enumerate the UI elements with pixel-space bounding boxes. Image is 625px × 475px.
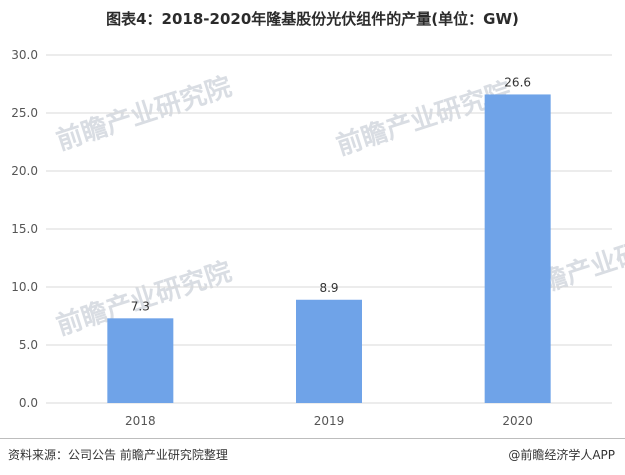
y-tick-label: 15.0 (11, 222, 38, 236)
x-tick-label: 2018 (125, 414, 156, 428)
y-tick-label: 10.0 (11, 280, 38, 294)
y-tick-label: 0.0 (19, 396, 38, 410)
value-labels: 7.3 8.9 26.6 (131, 75, 531, 313)
x-axis-ticks: 2018 2019 2020 (125, 414, 533, 428)
y-tick-label: 30.0 (11, 48, 38, 62)
y-tick-label: 20.0 (11, 164, 38, 178)
bar-2019 (296, 299, 362, 403)
value-label: 8.9 (319, 281, 338, 295)
y-axis-ticks: 0.0 5.0 10.0 15.0 20.0 25.0 30.0 (11, 48, 38, 410)
watermark-text: 前瞻产业研究院 (53, 71, 236, 157)
footer-divider (0, 438, 625, 439)
source-note: 资料来源：公司公告 前瞻产业研究院整理 (8, 448, 228, 462)
y-tick-label: 25.0 (11, 106, 38, 120)
value-label: 26.6 (504, 75, 531, 89)
x-tick-label: 2019 (314, 414, 345, 428)
y-tick-label: 5.0 (19, 338, 38, 352)
chart-title: 图表4：2018-2020年隆基股份光伏组件的产量(单位：GW) (106, 10, 519, 28)
value-label: 7.3 (131, 299, 150, 313)
x-tick-label: 2020 (502, 414, 533, 428)
bar-2018 (107, 318, 174, 403)
bar-2020 (484, 94, 551, 403)
bars (107, 94, 551, 403)
brand-credit: @前瞻经济学人APP (508, 448, 615, 462)
